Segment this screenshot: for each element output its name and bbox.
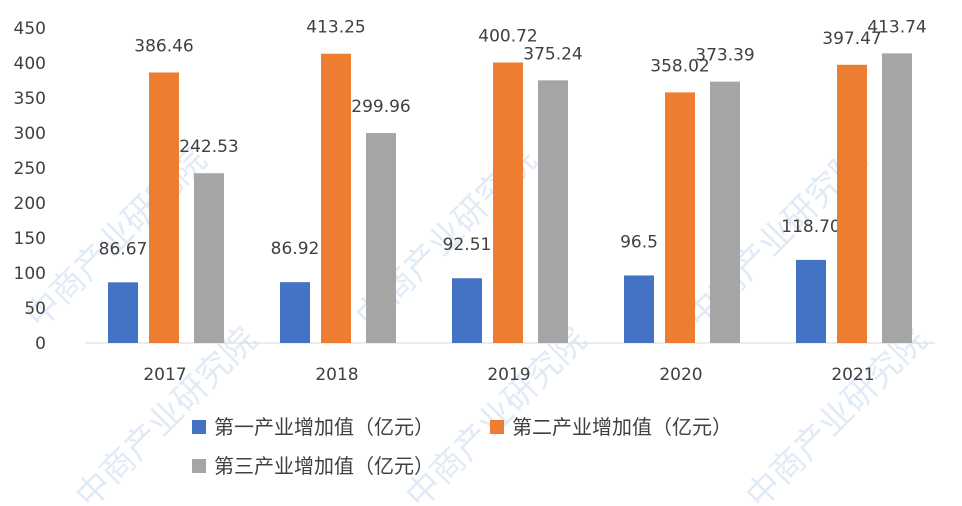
bar (366, 133, 396, 343)
legend-swatch (490, 420, 504, 434)
bar (538, 80, 568, 343)
data-label: 242.53 (179, 137, 238, 157)
x-tick-label: 2021 (831, 365, 874, 385)
bar (624, 275, 654, 343)
watermark-text: 中商产业研究院 (738, 320, 935, 506)
data-label: 299.96 (351, 97, 410, 117)
x-tick-label: 2017 (143, 365, 186, 385)
y-tick-label: 350 (14, 89, 46, 109)
x-tick-label: 2018 (315, 365, 358, 385)
data-label: 375.24 (523, 44, 582, 64)
x-tick-label: 2020 (659, 365, 702, 385)
x-tick-label: 2019 (487, 365, 530, 385)
bar (493, 62, 523, 343)
bar (452, 278, 482, 343)
legend-label: 第二产业增加值（亿元） (512, 415, 732, 439)
data-label: 413.74 (867, 17, 926, 37)
data-label: 86.67 (99, 239, 148, 259)
y-tick-label: 50 (24, 299, 46, 319)
legend-swatch (192, 459, 206, 473)
y-tick-label: 150 (14, 229, 46, 249)
x-axis-ticks: 2017 2018 2019 2020 2021 (143, 365, 874, 385)
legend-label: 第三产业增加值（亿元） (214, 454, 434, 478)
bar (710, 81, 740, 343)
data-label: 373.39 (695, 46, 754, 66)
y-tick-label: 300 (14, 124, 46, 144)
bar (108, 282, 138, 343)
legend-label: 第一产业增加值（亿元） (214, 415, 434, 439)
y-tick-label: 250 (14, 159, 46, 179)
data-label: 386.46 (134, 36, 193, 56)
data-label: 118.70 (781, 217, 840, 237)
data-label: 96.5 (620, 232, 658, 252)
y-tick-label: 100 (14, 264, 46, 284)
bar (321, 53, 351, 343)
y-axis-ticks: 0 50 100 150 200 250 300 350 400 450 (14, 19, 46, 354)
data-label: 413.25 (306, 18, 365, 38)
data-label: 358.02 (650, 56, 709, 76)
bar (149, 72, 179, 343)
bar (280, 282, 310, 343)
bar (882, 53, 912, 344)
y-tick-label: 450 (14, 19, 46, 39)
bar (796, 259, 826, 343)
data-label: 397.47 (822, 29, 881, 49)
legend-swatch (192, 420, 206, 434)
data-label: 86.92 (271, 239, 320, 259)
watermark-text: 中商产业研究院 (398, 320, 595, 506)
y-tick-label: 0 (35, 334, 46, 354)
bar (665, 92, 695, 343)
data-label: 400.72 (478, 26, 537, 46)
legend: 第一产业增加值（亿元） 第二产业增加值（亿元） 第三产业增加值（亿元） (192, 415, 732, 478)
watermark-text: 中商产业研究院 (68, 320, 265, 506)
y-tick-label: 400 (14, 54, 46, 74)
bars: 86.67 386.46 242.53 86.92 413.25 299.96 92.51 4… (99, 17, 927, 344)
bar (837, 64, 867, 343)
y-tick-label: 200 (14, 194, 46, 214)
bar (194, 173, 224, 343)
data-label: 92.51 (443, 235, 492, 255)
